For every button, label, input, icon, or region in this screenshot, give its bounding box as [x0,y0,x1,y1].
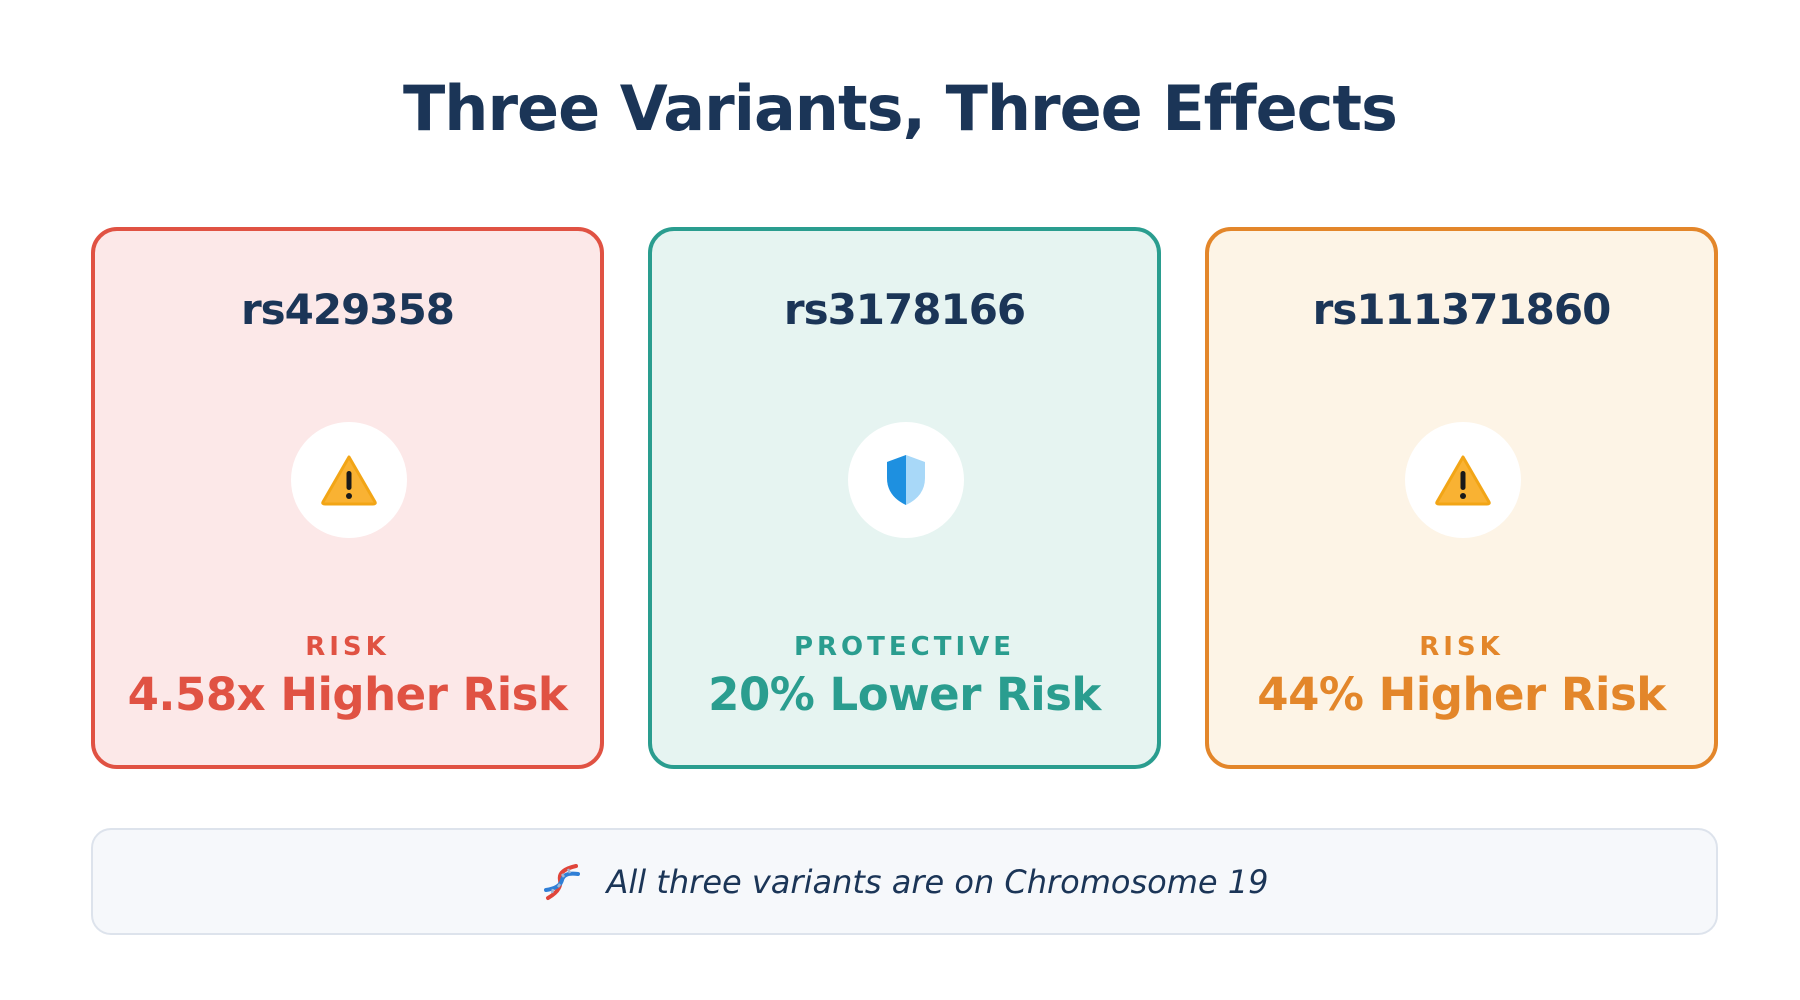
shield-icon [883,452,929,508]
chromosome-note: All three variants are on Chromosome 19 [91,828,1718,935]
effect-value: 20% Lower Risk [708,668,1101,721]
effect-type-label: RISK [1419,632,1504,662]
warning-icon [320,454,378,506]
chromosome-note-text: All three variants are on Chromosome 19 [606,862,1269,901]
variant-card-rs3178166: rs3178166 PROTECTIVE 20% Lower Risk [648,227,1161,769]
variant-id: rs111371860 [1312,285,1612,334]
variant-id: rs429358 [240,285,455,334]
dna-icon [540,860,584,904]
effect-type-label: RISK [305,632,390,662]
variant-cards: rs429358 RISK 4.58x Higher Risk rs317816… [91,227,1718,769]
icon-badge [1405,422,1521,538]
page-title: Three Variants, Three Effects [403,72,1398,145]
effect-value: 44% Higher Risk [1257,668,1666,721]
variant-card-rs429358: rs429358 RISK 4.58x Higher Risk [91,227,604,769]
variant-id: rs3178166 [783,285,1026,334]
effect-value: 4.58x Higher Risk [127,668,568,721]
variant-card-rs111371860: rs111371860 RISK 44% Higher Risk [1205,227,1718,769]
icon-badge [291,422,407,538]
warning-icon [1434,454,1492,506]
effect-type-label: PROTECTIVE [793,632,1016,662]
icon-badge [848,422,964,538]
